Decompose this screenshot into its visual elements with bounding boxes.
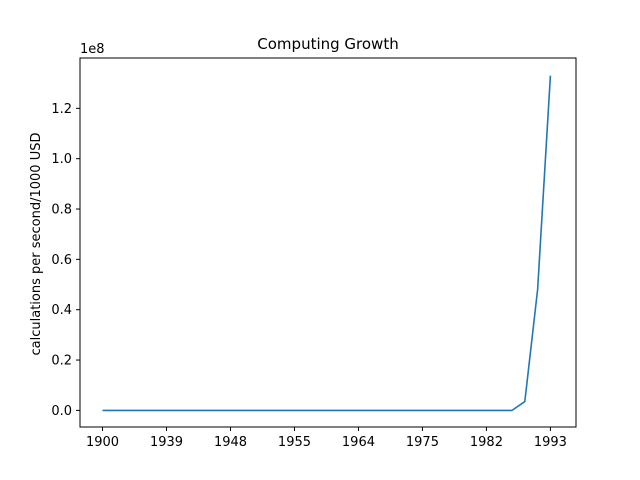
series-group bbox=[102, 75, 552, 412]
y-offset-label: 1e8 bbox=[80, 42, 105, 57]
x-tick-label: 1982 bbox=[470, 435, 503, 450]
y-tick-label: 0.0 bbox=[51, 404, 72, 419]
y-axis-ticks: 0.0 0.2 0.4 0.6 0.8 1.0 1.2 bbox=[51, 102, 80, 419]
y-tick-label: 0.8 bbox=[51, 203, 72, 218]
y-tick-label: 1.0 bbox=[51, 152, 72, 167]
x-tick-label: 1939 bbox=[150, 435, 183, 450]
y-tick-label: 1.2 bbox=[51, 102, 72, 117]
plot-frame bbox=[79, 57, 577, 428]
x-tick-label: 1964 bbox=[342, 435, 375, 450]
x-axis-ticks: 1900 1939 1948 1955 1964 1975 1982 1993 bbox=[86, 427, 567, 450]
series-line bbox=[102, 75, 552, 412]
y-tick-label: 0.6 bbox=[51, 253, 72, 268]
chart-title: Computing Growth bbox=[257, 35, 398, 53]
x-tick-label: 1900 bbox=[86, 435, 119, 450]
x-tick-label: 1993 bbox=[534, 435, 567, 450]
y-tick-label: 0.4 bbox=[51, 303, 72, 318]
x-tick-label: 1975 bbox=[406, 435, 439, 450]
y-axis-label: calculations per second/1000 USD bbox=[29, 133, 44, 356]
x-tick-label: 1955 bbox=[278, 435, 311, 450]
x-tick-label: 1948 bbox=[214, 435, 247, 450]
y-tick-label: 0.2 bbox=[51, 354, 72, 369]
